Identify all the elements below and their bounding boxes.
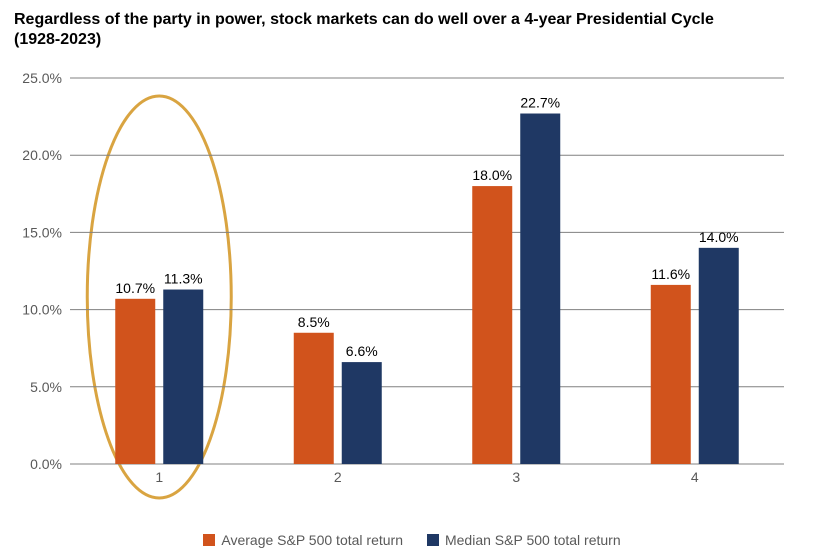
bar-value-label: 18.0% — [472, 167, 512, 183]
bar — [472, 186, 512, 464]
bar — [651, 285, 691, 464]
x-tick-label: 3 — [512, 469, 520, 485]
bar-value-label: 10.7% — [115, 280, 155, 296]
bar-value-label: 14.0% — [699, 229, 739, 245]
legend-item: Average S&P 500 total return — [203, 532, 403, 548]
legend-swatch — [427, 534, 439, 546]
y-tick-label: 25.0% — [22, 70, 62, 86]
y-tick-label: 20.0% — [22, 147, 62, 163]
y-tick-label: 10.0% — [22, 302, 62, 318]
legend-swatch — [203, 534, 215, 546]
bar — [342, 362, 382, 464]
bar — [294, 333, 334, 464]
x-tick-label: 2 — [334, 469, 342, 485]
bar — [699, 248, 739, 464]
chart-legend: Average S&P 500 total return Median S&P 5… — [0, 532, 824, 548]
bar-chart: 0.0%5.0%10.0%15.0%20.0%25.0%10.7%11.3%18… — [70, 68, 794, 488]
bar — [520, 114, 560, 464]
bar-value-label: 11.6% — [651, 266, 690, 282]
legend-label: Average S&P 500 total return — [221, 532, 403, 548]
x-tick-label: 4 — [691, 469, 699, 485]
highlight-ellipse — [87, 96, 231, 498]
bar-value-label: 6.6% — [346, 343, 378, 359]
y-tick-label: 0.0% — [30, 456, 62, 472]
y-tick-label: 5.0% — [30, 379, 62, 395]
bar-value-label: 8.5% — [298, 314, 330, 330]
bar-value-label: 22.7% — [520, 95, 560, 111]
legend-item: Median S&P 500 total return — [427, 532, 621, 548]
x-tick-label: 1 — [155, 469, 163, 485]
y-tick-label: 15.0% — [22, 224, 62, 240]
bar — [115, 299, 155, 464]
legend-label: Median S&P 500 total return — [445, 532, 621, 548]
bar — [163, 290, 203, 464]
bar-value-label: 11.3% — [164, 271, 203, 287]
chart-title: Regardless of the party in power, stock … — [14, 10, 714, 50]
